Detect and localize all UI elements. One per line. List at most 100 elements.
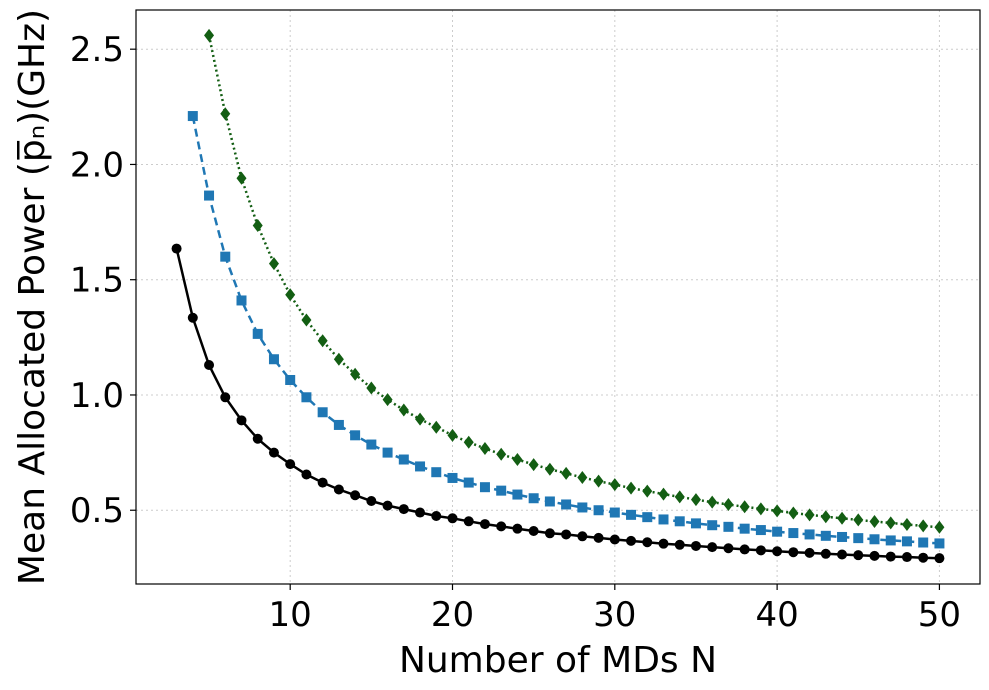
- data-point: [918, 537, 929, 548]
- data-point: [788, 528, 799, 539]
- plot-frame: [135, 9, 981, 585]
- series-3: [204, 28, 945, 534]
- data-point: [918, 519, 929, 533]
- data-point: [577, 502, 588, 513]
- data-point: [723, 543, 734, 554]
- data-point: [869, 550, 880, 561]
- data-point: [252, 219, 263, 233]
- data-point: [918, 552, 929, 563]
- data-point: [204, 190, 215, 201]
- data-point: [658, 538, 669, 549]
- data-point: [804, 547, 815, 558]
- data-point: [593, 474, 604, 488]
- data-point: [398, 403, 409, 417]
- data-point: [739, 500, 750, 514]
- data-point: [431, 420, 442, 434]
- data-point: [301, 392, 312, 403]
- data-point: [366, 496, 377, 507]
- data-point: [837, 531, 848, 542]
- data-point: [496, 485, 507, 496]
- data-point: [544, 496, 555, 507]
- data-point: [723, 497, 734, 511]
- data-point: [609, 507, 620, 518]
- data-point: [252, 328, 263, 339]
- data-point: [707, 542, 718, 553]
- data-point: [772, 504, 783, 518]
- data-point: [739, 544, 750, 555]
- data-point: [609, 478, 620, 492]
- data-point: [934, 553, 945, 564]
- data-point: [772, 526, 783, 537]
- series-layer: [171, 28, 945, 564]
- data-point: [431, 510, 442, 521]
- data-point: [853, 513, 864, 527]
- data-point: [609, 534, 620, 545]
- data-point: [463, 435, 474, 449]
- data-point: [479, 482, 490, 493]
- data-point: [788, 506, 799, 520]
- data-point: [593, 532, 604, 543]
- y-tick-label: 2.5: [70, 30, 124, 70]
- data-point: [723, 521, 734, 532]
- data-point: [301, 313, 312, 327]
- data-point: [755, 502, 766, 516]
- data-point: [431, 467, 442, 478]
- data-point: [804, 508, 815, 522]
- series-line: [207, 35, 940, 529]
- y-tick-label: 0.5: [70, 491, 124, 531]
- data-point: [463, 516, 474, 527]
- data-point: [674, 516, 685, 527]
- data-point: [885, 516, 896, 530]
- data-point: [236, 295, 247, 306]
- data-point: [820, 510, 831, 524]
- data-point: [382, 447, 393, 458]
- x-tick-label: 20: [431, 595, 474, 635]
- data-point: [220, 392, 231, 403]
- data-point: [366, 439, 377, 450]
- data-point: [204, 360, 215, 371]
- data-point: [853, 550, 864, 561]
- data-point: [674, 539, 685, 550]
- data-point: [528, 458, 539, 472]
- data-point: [382, 393, 393, 407]
- data-point: [366, 381, 377, 395]
- data-point: [528, 493, 539, 504]
- data-point: [268, 447, 279, 458]
- tick-layer: 10 20 30 40 50 0.5 1.0 1.5 2.0 2.5: [70, 30, 961, 635]
- data-point: [658, 514, 669, 525]
- data-point: [934, 538, 945, 549]
- x-tick-label: 40: [755, 595, 798, 635]
- data-point: [204, 28, 215, 42]
- data-point: [447, 513, 458, 524]
- data-point: [171, 243, 182, 254]
- axis-labels: Number of MDs N Mean Allocated Power (p̅…: [12, 9, 717, 681]
- data-point: [512, 489, 523, 500]
- data-point: [496, 521, 507, 532]
- data-point: [447, 472, 458, 483]
- data-point: [885, 535, 896, 546]
- data-point: [674, 490, 685, 504]
- data-point: [885, 551, 896, 562]
- data-point: [901, 518, 912, 532]
- data-point: [707, 495, 718, 509]
- data-point: [690, 493, 701, 507]
- data-point: [658, 487, 669, 501]
- data-point: [220, 251, 231, 262]
- data-point: [333, 419, 344, 430]
- series-1: [171, 243, 945, 564]
- data-point: [544, 462, 555, 476]
- data-point: [512, 453, 523, 467]
- data-point: [496, 447, 507, 461]
- data-point: [268, 354, 279, 365]
- data-point: [479, 441, 490, 455]
- data-point: [593, 505, 604, 516]
- y-axis-label: Mean Allocated Power (p̅ₙ)(GHz): [12, 9, 53, 585]
- data-point: [187, 111, 198, 122]
- data-point: [252, 433, 263, 444]
- data-point: [333, 352, 344, 366]
- data-point: [642, 484, 653, 498]
- data-point: [690, 540, 701, 551]
- data-point: [415, 507, 426, 518]
- data-point: [642, 537, 653, 548]
